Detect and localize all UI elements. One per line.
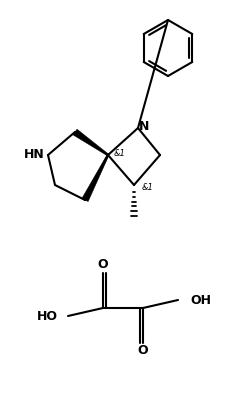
Text: N: N xyxy=(139,119,149,133)
Text: O: O xyxy=(138,345,148,357)
Polygon shape xyxy=(82,154,109,202)
Text: OH: OH xyxy=(190,293,211,306)
Text: &1: &1 xyxy=(142,183,154,191)
Text: HO: HO xyxy=(37,310,58,322)
Text: O: O xyxy=(98,258,108,271)
Text: &1: &1 xyxy=(114,148,126,158)
Text: HN: HN xyxy=(24,148,44,162)
Polygon shape xyxy=(73,129,109,156)
